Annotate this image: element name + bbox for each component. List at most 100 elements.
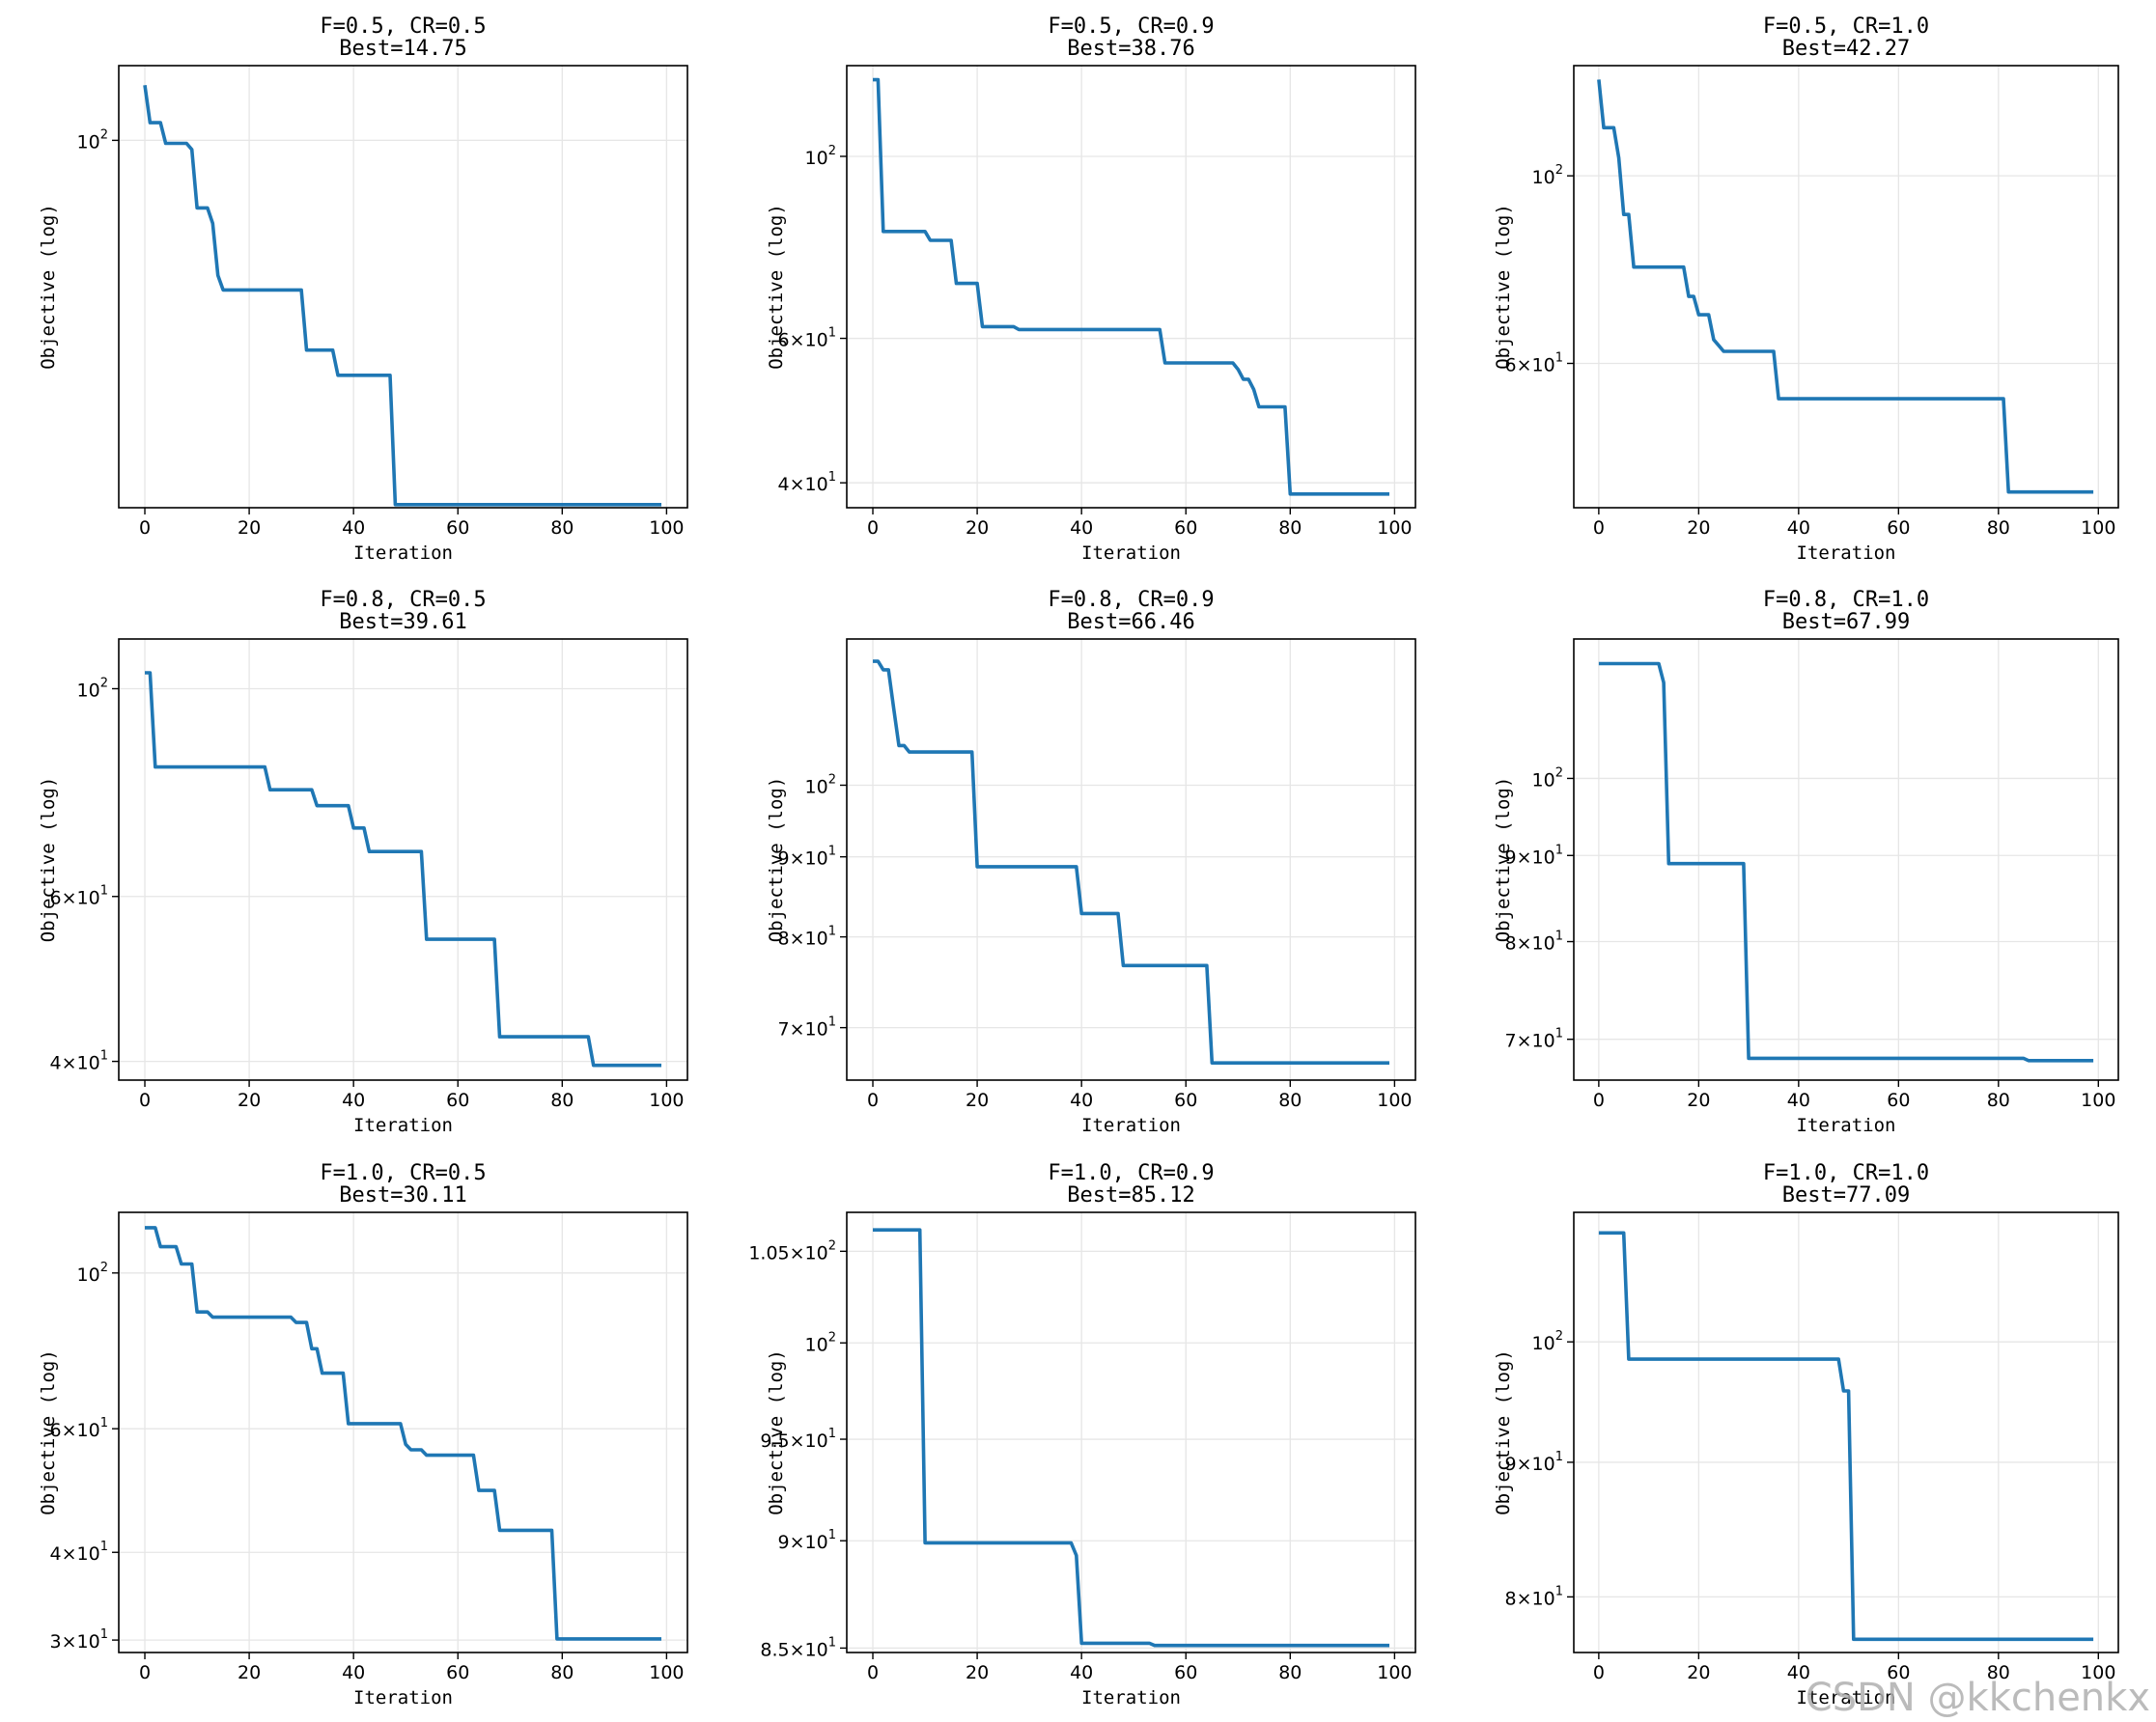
x-tick-label: 60 — [1174, 1090, 1197, 1111]
y-axis-label: Objective (log) — [38, 1349, 59, 1515]
subplot-title: F=1.0, CR=0.5 — [320, 1161, 486, 1185]
x-tick-label: 40 — [1787, 517, 1810, 539]
subplot-9: 0 20 40 60 80 1001029×1018×101IterationObject… — [1493, 1161, 2119, 1708]
ytick-exponent: 1 — [828, 924, 836, 938]
ytick-exponent: 1 — [828, 1014, 836, 1029]
ytick-exponent: 1 — [100, 1627, 108, 1642]
x-tick-label: 100 — [1377, 1662, 1412, 1683]
x-tick-label: 20 — [966, 1090, 989, 1111]
ytick-exponent: 1 — [1555, 843, 1563, 857]
ytick-mantissa: 10 — [1532, 167, 1555, 188]
x-tick-label: 60 — [446, 517, 469, 539]
series-line-best — [143, 84, 661, 507]
ytick-exponent: 2 — [828, 1238, 836, 1253]
x-tick-label: 100 — [1377, 1090, 1412, 1111]
ytick-mantissa: 3×10 — [50, 1631, 100, 1653]
x-tick-label: 60 — [1174, 1662, 1197, 1683]
subplot-8: 0 20 40 60 80 1001.05×1021029.5×1019×1018.5×1… — [748, 1161, 1416, 1708]
series-line-best — [873, 659, 1389, 1065]
x-tick-label: 20 — [1687, 1090, 1710, 1111]
ytick-mantissa: 10 — [1532, 769, 1555, 791]
y-tick-label: 7×101 — [778, 1014, 836, 1040]
x-tick-label: 80 — [550, 517, 574, 539]
x-tick-label: 80 — [550, 1662, 574, 1683]
series-line-best — [873, 77, 1389, 496]
series-line-best — [1597, 79, 2094, 494]
ytick-mantissa: 8×10 — [778, 928, 828, 949]
y-tick-label: 6×101 — [778, 325, 836, 350]
ytick-exponent: 2 — [1555, 163, 1563, 178]
ytick-mantissa: 10 — [77, 1264, 100, 1285]
ytick-mantissa: 8×10 — [1505, 1588, 1555, 1609]
x-axis-label: Iteration — [1797, 1687, 1896, 1708]
subplot-best: Best=14.75 — [339, 37, 466, 61]
x-tick-label: 40 — [1787, 1662, 1810, 1683]
x-tick-label: 100 — [2081, 1090, 2115, 1111]
ytick-exponent: 1 — [100, 1048, 108, 1063]
y-tick-label: 4×101 — [50, 1048, 108, 1073]
x-tick-label: 100 — [649, 1662, 684, 1683]
y-axis-label: Objective (log) — [766, 204, 787, 370]
ytick-exponent: 2 — [1555, 765, 1563, 780]
ytick-exponent: 1 — [828, 1635, 836, 1650]
ytick-exponent: 2 — [100, 1260, 108, 1274]
y-tick-label: 8×101 — [1505, 1584, 1563, 1609]
x-tick-label: 80 — [550, 1090, 574, 1111]
ytick-mantissa: 9×10 — [1505, 1453, 1555, 1474]
subplot-title: F=0.8, CR=0.9 — [1048, 588, 1214, 612]
y-tick-label: 9×101 — [778, 844, 836, 869]
x-tick-label: 60 — [1887, 517, 1910, 539]
x-tick-label: 80 — [1278, 1662, 1302, 1683]
x-tick-label: 40 — [1070, 517, 1093, 539]
y-tick-label: 9×101 — [1505, 843, 1563, 868]
x-tick-label: 0 — [867, 517, 879, 539]
ytick-exponent: 1 — [828, 1528, 836, 1542]
y-tick-label: 102 — [77, 676, 108, 701]
y-tick-label: 9.5×101 — [760, 1427, 836, 1452]
subplot-title: F=1.0, CR=1.0 — [1763, 1161, 1929, 1185]
ytick-exponent: 1 — [100, 1540, 108, 1554]
x-tick-label: 100 — [2081, 1662, 2115, 1683]
subplot-best: Best=42.27 — [1782, 37, 1910, 61]
series-line-best — [1598, 1231, 2094, 1642]
axes-frame — [846, 65, 1416, 509]
subplot-best: Best=39.61 — [339, 610, 466, 634]
ytick-exponent: 1 — [1555, 1449, 1563, 1463]
ytick-exponent: 2 — [100, 676, 108, 690]
x-tick-label: 20 — [966, 1662, 989, 1683]
series-line-best — [873, 1228, 1389, 1648]
x-tick-label: 60 — [1174, 517, 1197, 539]
ytick-mantissa: 9×10 — [778, 847, 828, 869]
axes-frame — [846, 638, 1416, 1081]
y-tick-label: 6×101 — [1505, 350, 1563, 375]
subplot-best: Best=67.99 — [1782, 610, 1910, 634]
y-tick-label: 102 — [805, 772, 836, 797]
ytick-mantissa: 6×10 — [50, 1420, 100, 1441]
x-tick-label: 40 — [1787, 1090, 1810, 1111]
axes-frame — [118, 65, 688, 509]
x-tick-label: 80 — [1278, 1090, 1302, 1111]
x-tick-label: 60 — [1887, 1662, 1910, 1683]
x-tick-label: 80 — [1278, 517, 1302, 539]
ytick-exponent: 1 — [100, 883, 108, 898]
x-tick-label: 20 — [1687, 1662, 1710, 1683]
x-tick-label: 60 — [446, 1662, 469, 1683]
ytick-mantissa: 10 — [1532, 1333, 1555, 1354]
series-line-best — [145, 671, 661, 1068]
subplot-best: Best=77.09 — [1782, 1183, 1910, 1208]
subplot-4: 0 20 40 60 80 1001026×1014×101IterationObject… — [38, 588, 688, 1136]
ytick-exponent: 2 — [828, 1330, 836, 1345]
subplot-best: Best=85.12 — [1067, 1183, 1194, 1208]
x-tick-label: 0 — [867, 1090, 879, 1111]
ytick-mantissa: 10 — [805, 776, 828, 797]
subplot-2: 0 20 40 60 80 1001026×1014×101IterationObject… — [766, 14, 1416, 564]
ytick-mantissa: 6×10 — [1505, 354, 1555, 375]
x-axis-label: Iteration — [1081, 1687, 1181, 1708]
x-tick-label: 20 — [238, 1090, 261, 1111]
ytick-exponent: 1 — [828, 844, 836, 858]
ytick-mantissa: 8×10 — [1505, 932, 1555, 954]
ytick-mantissa: 9×10 — [778, 1532, 828, 1553]
ytick-exponent: 1 — [100, 1416, 108, 1430]
ytick-exponent: 1 — [1555, 1584, 1563, 1598]
